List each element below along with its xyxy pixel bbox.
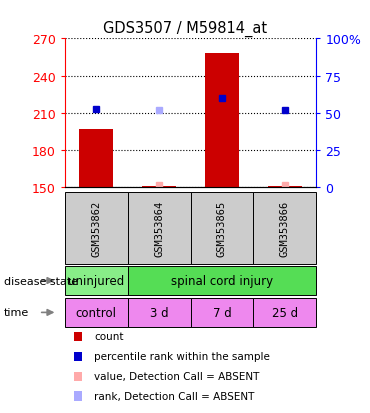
- Text: percentile rank within the sample: percentile rank within the sample: [94, 351, 270, 361]
- Text: uninjured: uninjured: [68, 274, 124, 287]
- Text: value, Detection Call = ABSENT: value, Detection Call = ABSENT: [94, 371, 260, 381]
- Text: GSM353865: GSM353865: [217, 200, 227, 256]
- Text: rank, Detection Call = ABSENT: rank, Detection Call = ABSENT: [94, 391, 255, 401]
- Text: control: control: [76, 306, 117, 319]
- Bar: [79, 130, 114, 188]
- Text: 3 d: 3 d: [150, 306, 168, 319]
- Bar: [142, 187, 176, 188]
- Bar: [268, 187, 302, 188]
- Text: GSM353866: GSM353866: [280, 200, 290, 256]
- Text: time: time: [4, 308, 29, 318]
- Text: spinal cord injury: spinal cord injury: [171, 274, 273, 287]
- Text: GSM353862: GSM353862: [91, 200, 101, 256]
- Text: count: count: [94, 332, 124, 342]
- Bar: [205, 54, 239, 188]
- Text: GDS3507 / M59814_at: GDS3507 / M59814_at: [103, 21, 267, 37]
- Text: disease state: disease state: [4, 276, 78, 286]
- Text: 25 d: 25 d: [272, 306, 298, 319]
- Text: 7 d: 7 d: [213, 306, 231, 319]
- Text: GSM353864: GSM353864: [154, 200, 164, 256]
